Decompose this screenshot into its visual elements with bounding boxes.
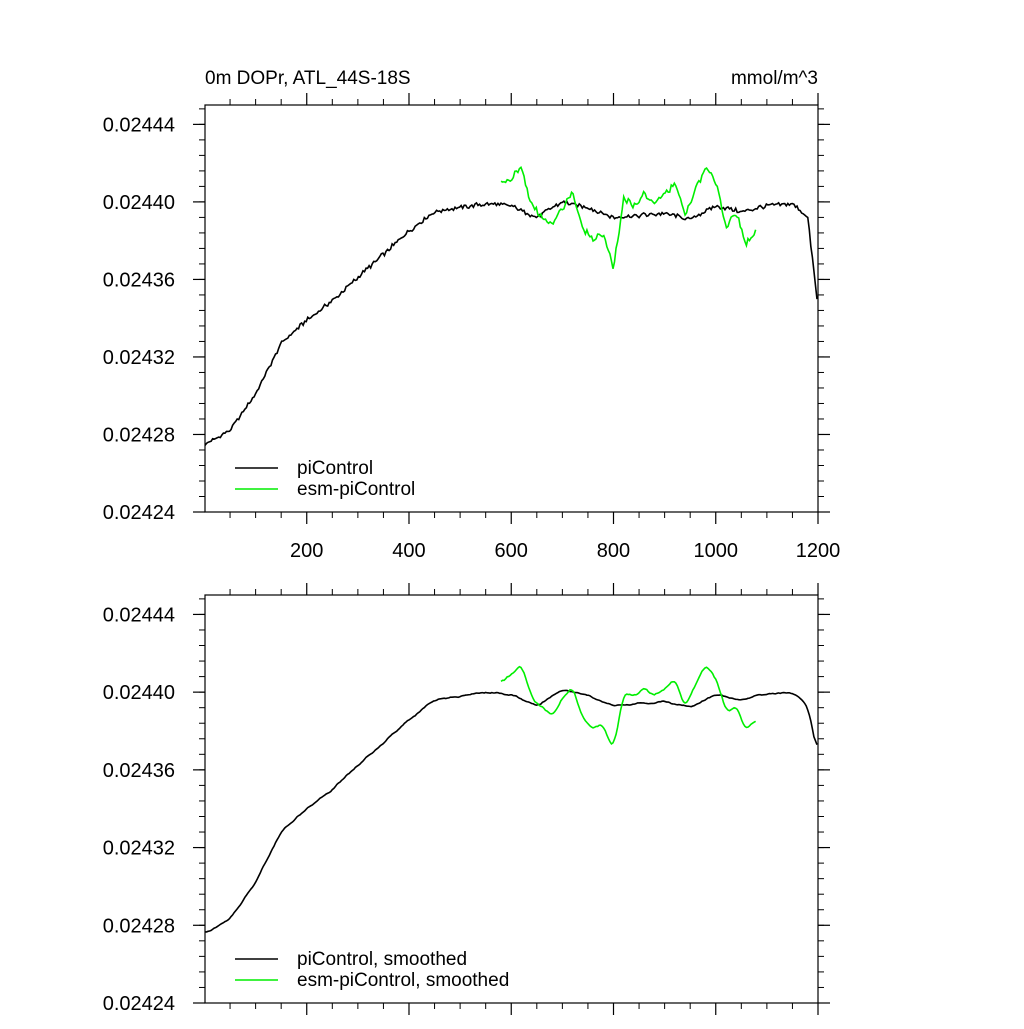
x-tick-label: 1000 bbox=[693, 540, 738, 562]
legend-label: esm-piControl bbox=[297, 479, 415, 500]
legend-label: piControl, smoothed bbox=[297, 949, 467, 970]
panel-bottom: 0.02424 0.02428 0.02432 0.02436 0.02440 0.024… bbox=[103, 583, 830, 1015]
y-tick-label: 0.02436 bbox=[103, 269, 175, 291]
y-tick-label: 0.02444 bbox=[103, 604, 175, 626]
figure-units: mmol/m^3 bbox=[731, 68, 818, 89]
y-tick-label: 0.02424 bbox=[103, 502, 175, 524]
y-tick-label: 0.02440 bbox=[103, 192, 175, 214]
y-tick-label: 0.02440 bbox=[103, 682, 175, 704]
y-tick-label: 0.02444 bbox=[103, 114, 175, 136]
x-tick-label: 600 bbox=[495, 540, 528, 562]
y-tick-label: 0.02432 bbox=[103, 838, 175, 860]
panel-top: 0.02424 0.02428 0.02432 0.02436 0.02440 0.024… bbox=[103, 93, 841, 562]
y-tick-label: 0.02424 bbox=[103, 993, 175, 1015]
x-tick-label: 800 bbox=[597, 540, 630, 562]
y-tick-label: 0.02428 bbox=[103, 424, 175, 446]
legend-label: piControl bbox=[297, 458, 373, 479]
legend-label: esm-piControl, smoothed bbox=[297, 970, 509, 991]
y-tick-label: 0.02436 bbox=[103, 760, 175, 782]
plot-frame bbox=[204, 594, 819, 1004]
y-tick-label: 0.02428 bbox=[103, 915, 175, 937]
x-tick-label: 200 bbox=[290, 540, 323, 562]
y-tick-label: 0.02432 bbox=[103, 347, 175, 369]
series-line-picontrol bbox=[205, 199, 818, 446]
series-line-esm-picontrol bbox=[500, 165, 757, 269]
series-line-picontrol-smoothed bbox=[205, 689, 818, 933]
plot-frame bbox=[204, 104, 819, 513]
x-tick-label: 1200 bbox=[796, 540, 841, 562]
x-tick-label: 400 bbox=[392, 540, 425, 562]
series-line-esm-picontrol-smoothed bbox=[500, 665, 757, 746]
figure-title: 0m DOPr, ATL_44S-18S bbox=[205, 68, 411, 89]
